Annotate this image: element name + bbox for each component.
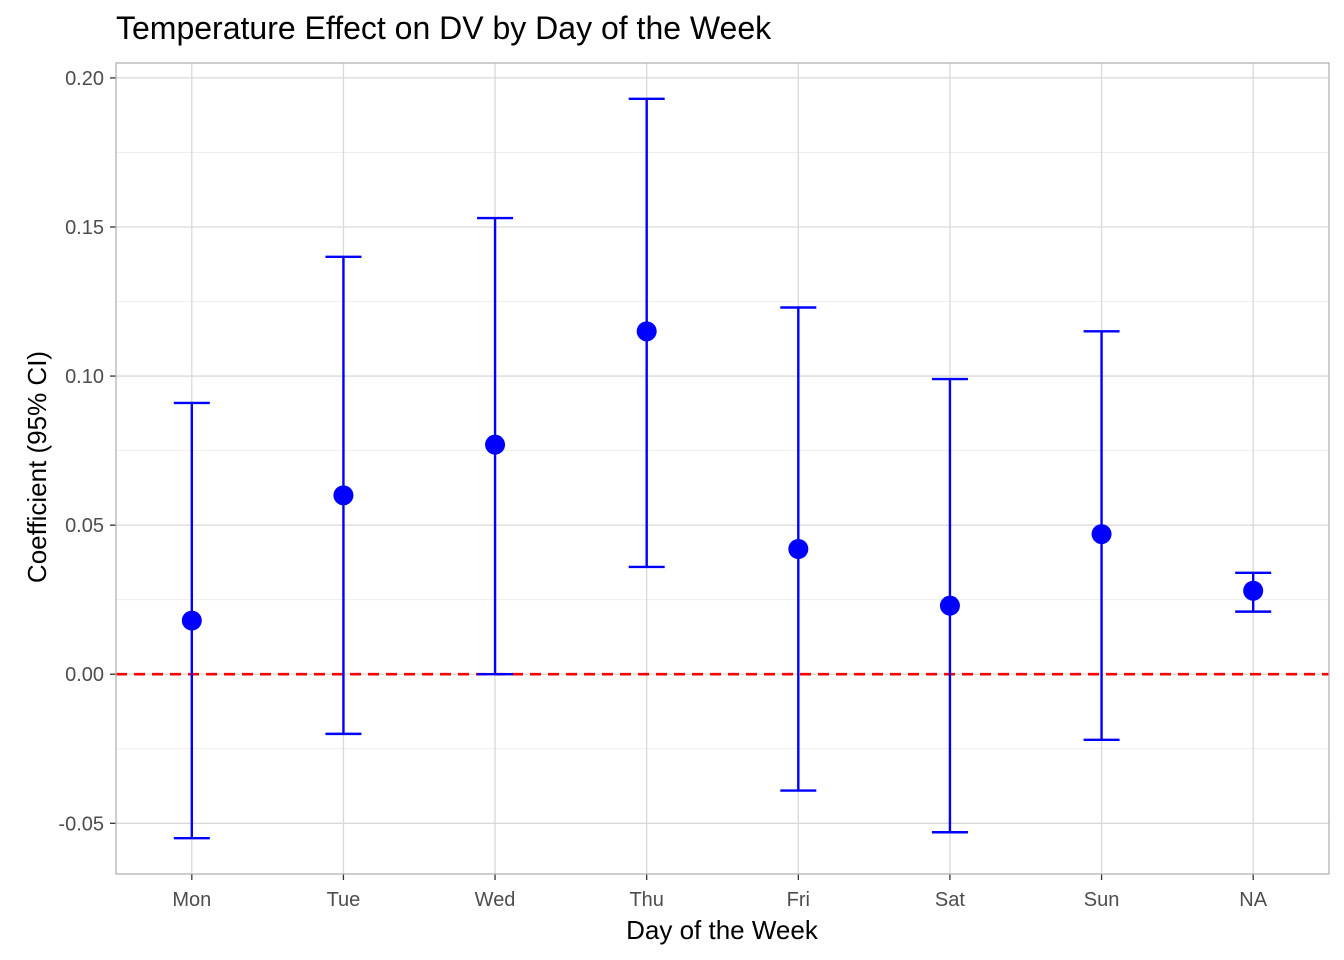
x-tick-label: Fri <box>787 889 810 911</box>
data-point <box>181 610 202 631</box>
error-bar-group <box>628 97 665 569</box>
plot-panel-border <box>115 62 1330 875</box>
x-tick-label: Sat <box>935 889 965 911</box>
grid <box>116 63 1329 874</box>
x-tick-label: Thu <box>629 889 663 911</box>
data-point <box>939 595 960 616</box>
x-tick-label: Wed <box>475 889 516 911</box>
x-tick-label: Tue <box>327 889 361 911</box>
error-bar-group <box>173 401 210 840</box>
data-point <box>485 434 506 455</box>
error-bar-group <box>780 306 817 792</box>
data-point <box>1243 580 1264 601</box>
y-tick-label: 0.15 <box>65 217 104 239</box>
data-point <box>788 539 809 560</box>
data-point <box>1091 524 1112 545</box>
x-axis-ticks: Mon Tue Wed Thu Fri Sat Sun NA <box>172 874 1268 911</box>
chart-title: Temperature Effect on DV by Day of the W… <box>116 10 772 46</box>
y-axis-ticks: -0.05 0.00 0.05 0.10 0.15 0.20 <box>58 68 116 835</box>
x-tick-label: Sun <box>1084 889 1120 911</box>
data-layer <box>173 97 1272 840</box>
x-tick-label: NA <box>1239 889 1267 911</box>
error-bar-group <box>1235 571 1272 613</box>
data-point <box>333 485 354 506</box>
y-tick-label: 0.00 <box>65 664 104 686</box>
x-tick-label: Mon <box>172 889 211 911</box>
error-bar-group <box>477 216 514 676</box>
error-bar-group <box>931 377 968 834</box>
y-tick-label: 0.20 <box>65 68 104 90</box>
y-tick-label: 0.05 <box>65 515 104 537</box>
error-bar-group <box>1083 330 1120 742</box>
x-axis-title: Day of the Week <box>626 915 819 945</box>
error-bar-group <box>325 255 362 736</box>
data-point <box>636 321 657 342</box>
y-tick-label: -0.05 <box>58 813 104 835</box>
y-tick-label: 0.10 <box>65 366 104 388</box>
y-axis-title: Coefficient (95% CI) <box>22 351 52 583</box>
